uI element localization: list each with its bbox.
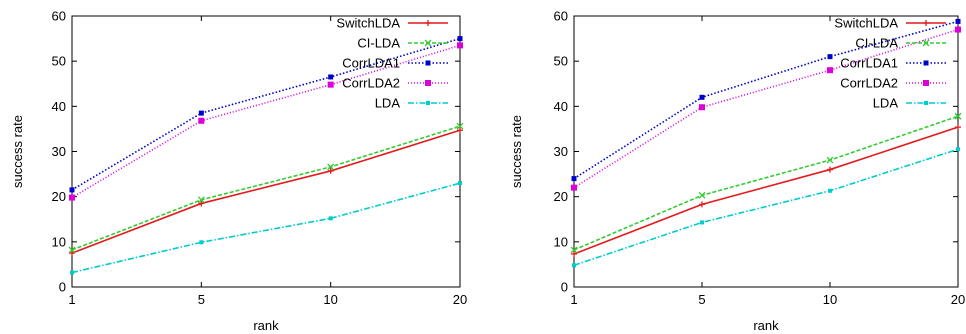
y-tick-label: 10	[52, 234, 66, 249]
x-tick-label: 5	[198, 292, 205, 307]
legend-label: CI-LDA	[357, 36, 400, 51]
legend-entry-corrlda2: CorrLDA2	[342, 76, 448, 91]
legend-label: SwitchLDA	[834, 16, 898, 31]
y-tick-label: 30	[52, 144, 66, 159]
series-line-corrlda1	[71, 37, 461, 191]
data-point-corrlda1	[699, 94, 705, 100]
x-axis-title: rank	[253, 318, 279, 333]
data-point-switchlda	[571, 251, 577, 258]
series-line-lda	[573, 148, 959, 267]
data-point-ci-lda	[68, 246, 76, 254]
x-tick-label: 10	[323, 292, 337, 307]
legend-entry-corrlda1: CorrLDA1	[342, 56, 448, 71]
data-point-corrlda1	[69, 187, 75, 193]
data-point-corrlda1	[328, 74, 334, 80]
data-point-lda	[458, 181, 462, 186]
y-tick-label: 0	[561, 280, 568, 295]
x-axis-title: rank	[753, 318, 779, 333]
series-line-corrlda1	[573, 20, 959, 180]
data-point-ci-lda	[826, 156, 834, 164]
data-point-switchlda	[827, 166, 833, 173]
x-tick-label: 5	[698, 292, 705, 307]
y-tick-label: 20	[52, 189, 66, 204]
y-tick-label: 50	[554, 54, 568, 69]
y-tick-label: 20	[554, 189, 568, 204]
data-point-lda	[199, 240, 204, 245]
series-line-switchlda	[71, 129, 461, 254]
series-line-corrlda2	[71, 44, 461, 199]
legend-entry-switchlda: SwitchLDA	[834, 16, 946, 31]
data-point-corrlda1	[198, 110, 204, 116]
legend-label: CorrLDA2	[840, 76, 898, 91]
series-line-corrlda2	[573, 28, 959, 189]
success-rate-chart-right: 0 10 20 30 40 50 60 1 5 10 20 rank success rate Switc…	[509, 9, 965, 334]
y-tick-label: 0	[59, 280, 66, 295]
data-point-switchlda	[198, 200, 205, 207]
data-point-corrlda1	[955, 18, 961, 24]
data-point-lda	[70, 270, 74, 275]
data-point-ci-lda	[954, 112, 962, 120]
x-tick-label: 1	[570, 292, 577, 307]
data-point-corrlda2	[457, 42, 463, 49]
data-point-corrlda2	[198, 117, 205, 124]
data-point-ci-lda	[456, 122, 464, 130]
legend-entry-lda: LDA	[873, 96, 946, 111]
data-point-lda	[828, 188, 832, 193]
data-point-lda	[956, 147, 960, 152]
y-axis-title: success rate	[509, 115, 524, 188]
success-rate-chart-left: 0 10 20 30 40 50 60 1 5 10 20 rank success rate Switc…	[10, 9, 467, 334]
data-point-corrlda2	[699, 104, 705, 111]
data-point-switchlda	[699, 201, 705, 208]
data-point-ci-lda	[197, 196, 205, 204]
data-point-lda	[572, 263, 576, 268]
y-tick-label: 60	[554, 9, 568, 24]
y-tick-label: 60	[52, 9, 66, 24]
data-point-ci-lda	[698, 191, 706, 199]
y-tick-label: 40	[554, 99, 568, 114]
y-axis-title: success rate	[10, 115, 25, 188]
x-tick-label: 1	[68, 292, 75, 307]
legend-label: CI-LDA	[855, 36, 898, 51]
plot-frame-left	[71, 15, 461, 288]
y-tick-label: 50	[52, 54, 66, 69]
data-point-switchlda	[457, 127, 463, 134]
data-point-ci-lda	[570, 246, 578, 254]
y-tick-label: 10	[554, 234, 568, 249]
legend-label: CorrLDA1	[342, 56, 400, 71]
legend-entry-corrlda1: CorrLDA1	[840, 56, 946, 71]
data-point-lda	[328, 216, 333, 221]
legend-entry-corrlda2: CorrLDA2	[840, 76, 946, 91]
y-tick-label: 30	[554, 144, 568, 159]
legend-label: LDA	[375, 96, 401, 111]
legend-label: CorrLDA1	[840, 56, 898, 71]
legend-label: CorrLDA2	[342, 76, 400, 91]
series-line-ci-lda	[71, 125, 461, 251]
legend-label: LDA	[873, 96, 899, 111]
series-line-ci-lda	[573, 115, 959, 251]
x-tick-label: 20	[453, 292, 467, 307]
data-point-switchlda	[327, 167, 334, 174]
data-point-corrlda1	[827, 54, 833, 60]
data-point-corrlda2	[571, 184, 577, 191]
legend-entry-ci-lda: CI-LDA	[357, 36, 448, 51]
data-point-corrlda1	[457, 36, 463, 42]
legend-entry-switchlda: SwitchLDA	[336, 16, 448, 31]
x-tick-label: 10	[823, 292, 837, 307]
series-line-switchlda	[573, 126, 959, 255]
legend-entry-lda: LDA	[375, 96, 448, 111]
data-point-corrlda2	[69, 194, 75, 201]
data-point-corrlda1	[571, 176, 577, 182]
data-point-lda	[700, 220, 704, 225]
series-line-lda	[71, 182, 461, 274]
legend-label: SwitchLDA	[336, 16, 400, 31]
data-point-corrlda2	[327, 81, 334, 88]
data-point-corrlda2	[955, 26, 961, 33]
data-point-switchlda	[69, 250, 75, 257]
data-point-switchlda	[955, 124, 961, 131]
data-point-corrlda2	[827, 67, 833, 74]
x-tick-label: 20	[951, 292, 965, 307]
data-point-ci-lda	[327, 163, 335, 171]
legend-entry-ci-lda: CI-LDA	[855, 36, 946, 51]
y-tick-label: 40	[52, 99, 66, 114]
